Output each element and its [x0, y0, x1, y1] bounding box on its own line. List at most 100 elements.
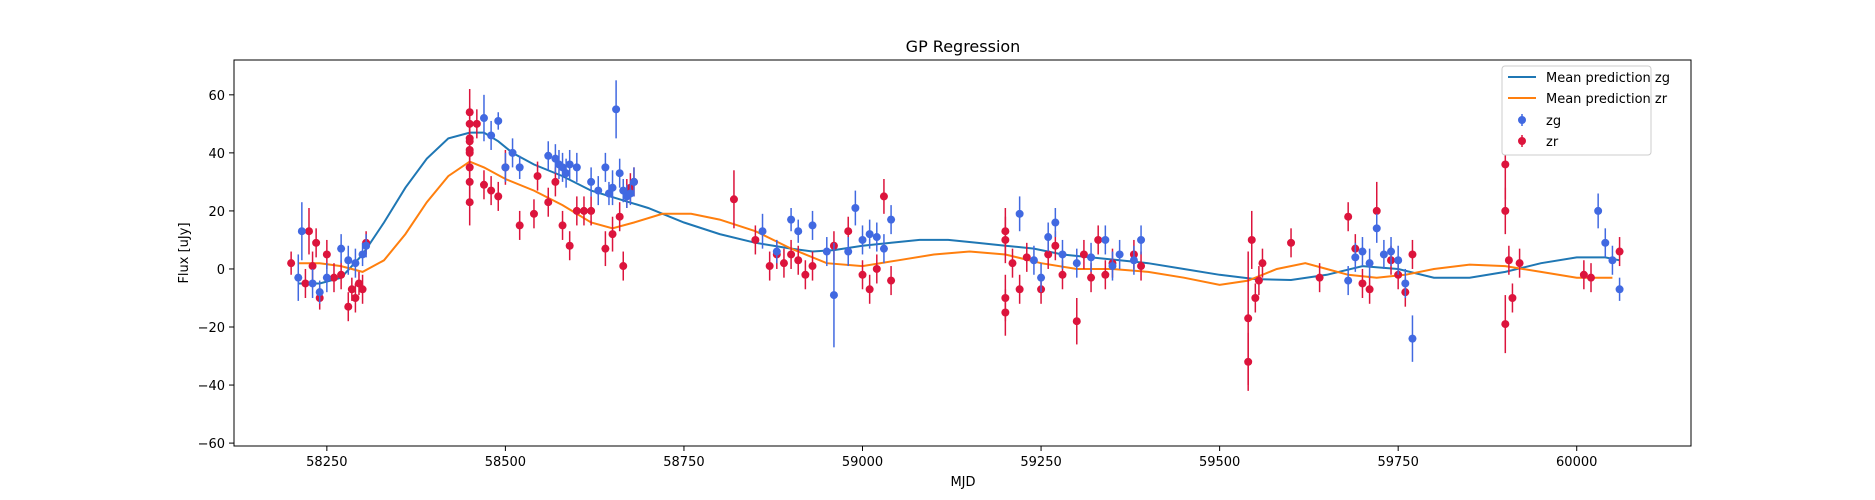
data-point — [294, 273, 303, 282]
data-point — [615, 169, 624, 178]
data-point — [1372, 206, 1381, 215]
data-point — [1365, 285, 1374, 294]
data-point — [551, 154, 560, 163]
data-point — [629, 177, 638, 186]
y-tick-label: 0 — [217, 263, 225, 278]
data-point — [865, 285, 874, 294]
data-point — [558, 163, 567, 172]
data-point — [1501, 160, 1510, 169]
data-point — [601, 163, 610, 172]
data-point — [312, 238, 321, 247]
data-point — [354, 279, 363, 288]
x-tick-label: 59750 — [1377, 455, 1418, 470]
y-axis-label: Flux [uJy] — [177, 222, 192, 283]
data-point — [287, 259, 296, 268]
data-point — [1408, 250, 1417, 259]
x-tick-label: 60000 — [1556, 455, 1597, 470]
data-point — [1044, 233, 1053, 242]
data-point — [494, 192, 503, 201]
data-point — [347, 285, 356, 294]
data-point — [1401, 279, 1410, 288]
data-point — [1372, 224, 1381, 233]
data-point — [1037, 273, 1046, 282]
data-point — [544, 151, 553, 160]
data-point — [322, 273, 331, 282]
data-point — [515, 221, 524, 230]
data-point — [1615, 285, 1624, 294]
data-point — [1601, 238, 1610, 247]
x-tick-label: 59250 — [1020, 455, 1061, 470]
data-point — [1344, 276, 1353, 285]
data-point — [487, 131, 496, 140]
x-axis-label: MJD — [950, 475, 975, 490]
data-point — [358, 285, 367, 294]
data-point — [1015, 209, 1024, 218]
data-point — [858, 235, 867, 244]
data-point — [872, 233, 881, 242]
data-point — [872, 264, 881, 273]
data-point — [1515, 259, 1524, 268]
data-point — [565, 241, 574, 250]
data-point — [1094, 235, 1103, 244]
data-point — [887, 215, 896, 224]
data-point — [1501, 320, 1510, 329]
series-zg — [294, 80, 1624, 362]
data-point — [1044, 250, 1053, 259]
data-point — [1587, 273, 1596, 282]
data-point — [329, 273, 338, 282]
axes: 58250 58500 58750 59000 59250 59500 59750 60000… — [198, 89, 1598, 470]
data-point — [351, 293, 360, 302]
plot-frame — [233, 59, 1692, 447]
data-point — [1287, 238, 1296, 247]
data-point — [558, 221, 567, 230]
data-point — [1058, 250, 1067, 259]
data-point — [1115, 250, 1124, 259]
legend-label-zg: zg — [1546, 114, 1561, 129]
data-point — [344, 302, 353, 311]
data-point — [508, 148, 517, 157]
data-point — [1051, 241, 1060, 250]
data-point — [479, 114, 488, 123]
data-point — [304, 227, 313, 236]
data-point — [1501, 206, 1510, 215]
data-point — [604, 189, 613, 198]
data-point — [308, 262, 317, 271]
data-point — [1247, 235, 1256, 244]
data-point — [1029, 256, 1038, 265]
data-point — [594, 186, 603, 195]
x-tick-label: 59000 — [842, 455, 883, 470]
data-point — [1072, 259, 1081, 268]
data-point — [822, 247, 831, 256]
data-point — [487, 186, 496, 195]
mean-prediction-lines — [298, 131, 1620, 286]
data-point — [1072, 317, 1081, 326]
data-point — [1108, 262, 1117, 271]
data-point — [1251, 293, 1260, 302]
data-point — [1001, 293, 1010, 302]
data-point — [315, 288, 324, 297]
data-point — [472, 119, 481, 128]
data-point — [879, 192, 888, 201]
data-point — [808, 262, 817, 271]
data-point — [572, 206, 581, 215]
data-point — [729, 195, 738, 204]
data-point — [1504, 256, 1513, 265]
data-point — [297, 227, 306, 236]
data-point — [501, 163, 510, 172]
data-point — [362, 241, 371, 250]
data-point — [879, 244, 888, 253]
data-point — [851, 204, 860, 213]
data-point — [479, 180, 488, 189]
data-point — [358, 250, 367, 259]
x-tick-label: 58750 — [663, 455, 704, 470]
data-point — [844, 227, 853, 236]
data-point — [787, 250, 796, 259]
data-point — [887, 276, 896, 285]
data-point — [1008, 259, 1017, 268]
data-point — [1051, 218, 1060, 227]
y-tick-label: 60 — [208, 89, 225, 104]
series-line-mean-zg — [298, 131, 1620, 285]
data-point — [1137, 262, 1146, 271]
legend-label-zr: zr — [1546, 135, 1559, 150]
